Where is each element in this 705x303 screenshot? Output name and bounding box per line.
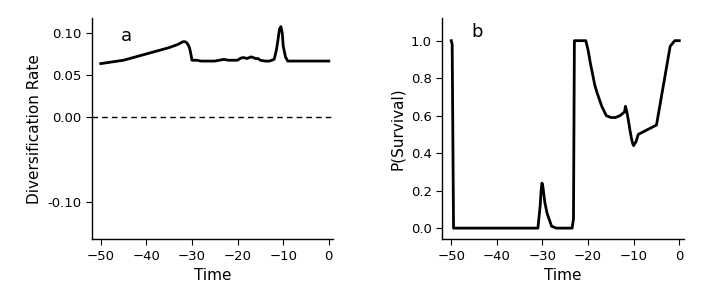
X-axis label: Time: Time xyxy=(194,268,231,283)
Text: a: a xyxy=(121,27,132,45)
X-axis label: Time: Time xyxy=(544,268,582,283)
Y-axis label: P(Survival): P(Survival) xyxy=(390,88,405,170)
Y-axis label: Diversification Rate: Diversification Rate xyxy=(27,54,42,204)
Text: b: b xyxy=(471,23,483,41)
